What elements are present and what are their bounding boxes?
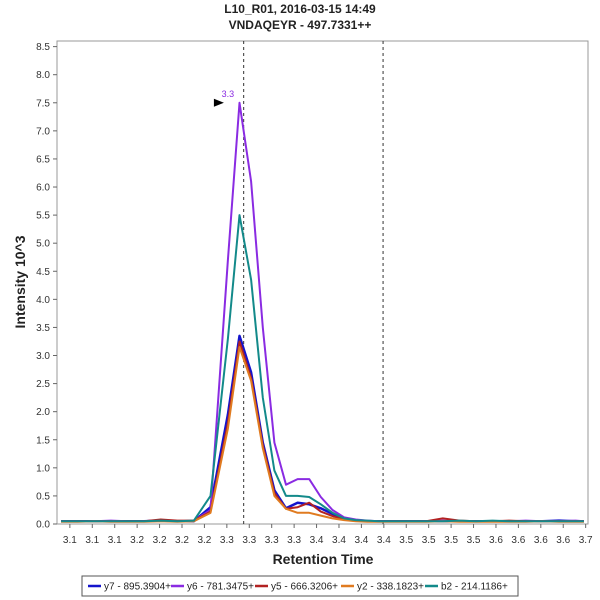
series-lines: [61, 101, 584, 523]
x-tick-label: 3.4: [354, 535, 368, 546]
chart-title: L10_R01, 2016-03-15 14:49: [224, 2, 376, 16]
y-axis-label: Intensity 10^3: [12, 235, 28, 328]
y-tick-label: 8.0: [36, 70, 50, 81]
y-tick-label: 6.5: [36, 154, 50, 165]
x-tick-label: 3.4: [310, 535, 324, 546]
y-tick-label: 3.0: [36, 351, 50, 362]
x-tick-label: 3.1: [85, 535, 99, 546]
x-tick-label: 3.2: [130, 535, 144, 546]
y-tick-label: 2.0: [36, 407, 50, 418]
y-tick-label: 7.5: [36, 98, 50, 109]
y-tick-label: 8.5: [36, 42, 50, 53]
y-tick-label: 6.0: [36, 183, 50, 194]
x-tick-label: 3.1: [63, 535, 77, 546]
x-tick-label: 3.5: [422, 535, 436, 546]
series-line-5: [61, 214, 584, 523]
legend: y7 - 895.3904+ y6 - 781.3475+ y5 - 666.320…: [81, 575, 519, 597]
legend-label: y6 - 781.3475+: [187, 582, 254, 593]
integration-boundaries: [243, 41, 384, 524]
y-tick-label: 5.5: [36, 211, 50, 222]
peak-arrow-icon: [213, 98, 224, 107]
x-tick-label: 3.1: [108, 535, 122, 546]
x-tick-label: 3.3: [220, 535, 234, 546]
y-axis: 0.0 0.5 1.0 1.5 2.0 2.5 3.0 3.5 4.0 4.5 5.0 5.5 6.0 6…: [36, 42, 57, 531]
peak-annotation: 3.3: [213, 89, 235, 107]
y-tick-label: 4.5: [36, 267, 50, 278]
peak-label: 3.3: [222, 89, 235, 99]
x-tick-label: 3.3: [242, 535, 256, 546]
x-tick-label: 3.2: [153, 535, 167, 546]
x-axis-label: Retention Time: [273, 551, 374, 567]
y-tick-label: 0.0: [36, 520, 50, 531]
y-tick-label: 4.0: [36, 295, 50, 306]
x-tick-label: 3.2: [197, 535, 211, 546]
y-tick-label: 3.5: [36, 323, 50, 334]
x-tick-label: 3.6: [489, 535, 503, 546]
y-tick-label: 0.5: [36, 491, 50, 502]
legend-label: b2 - 214.1186+: [441, 582, 508, 593]
x-axis: 3.1 3.1 3.1 3.2 3.2 3.2 3.2 3.3 3.3 3.3 3.3 3.4 3.4 3…: [63, 524, 593, 546]
legend-label: y2 - 338.1823+: [357, 582, 424, 593]
x-tick-label: 3.6: [556, 535, 570, 546]
x-tick-label: 3.4: [332, 535, 346, 546]
y-tick-label: 2.5: [36, 379, 50, 390]
y-tick-label: 7.0: [36, 126, 50, 137]
x-tick-label: 3.3: [287, 535, 301, 546]
legend-label: y5 - 666.3206+: [271, 582, 338, 593]
y-tick-label: 1.0: [36, 463, 50, 474]
x-tick-label: 3.3: [265, 535, 279, 546]
x-tick-label: 3.6: [511, 535, 525, 546]
chart-subtitle: VNDAQEYR - 497.7331++: [229, 18, 372, 32]
legend-label: y7 - 895.3904+: [104, 582, 171, 593]
x-tick-label: 3.5: [444, 535, 458, 546]
x-tick-label: 3.4: [377, 535, 391, 546]
x-tick-label: 3.2: [175, 535, 189, 546]
x-tick-label: 3.5: [399, 535, 413, 546]
x-tick-label: 3.7: [579, 535, 593, 546]
plot-area: [56, 40, 589, 525]
legend-box: [81, 575, 519, 597]
x-tick-label: 3.5: [467, 535, 481, 546]
x-tick-label: 3.6: [534, 535, 548, 546]
y-tick-label: 1.5: [36, 435, 50, 446]
y-tick-label: 5.0: [36, 239, 50, 250]
